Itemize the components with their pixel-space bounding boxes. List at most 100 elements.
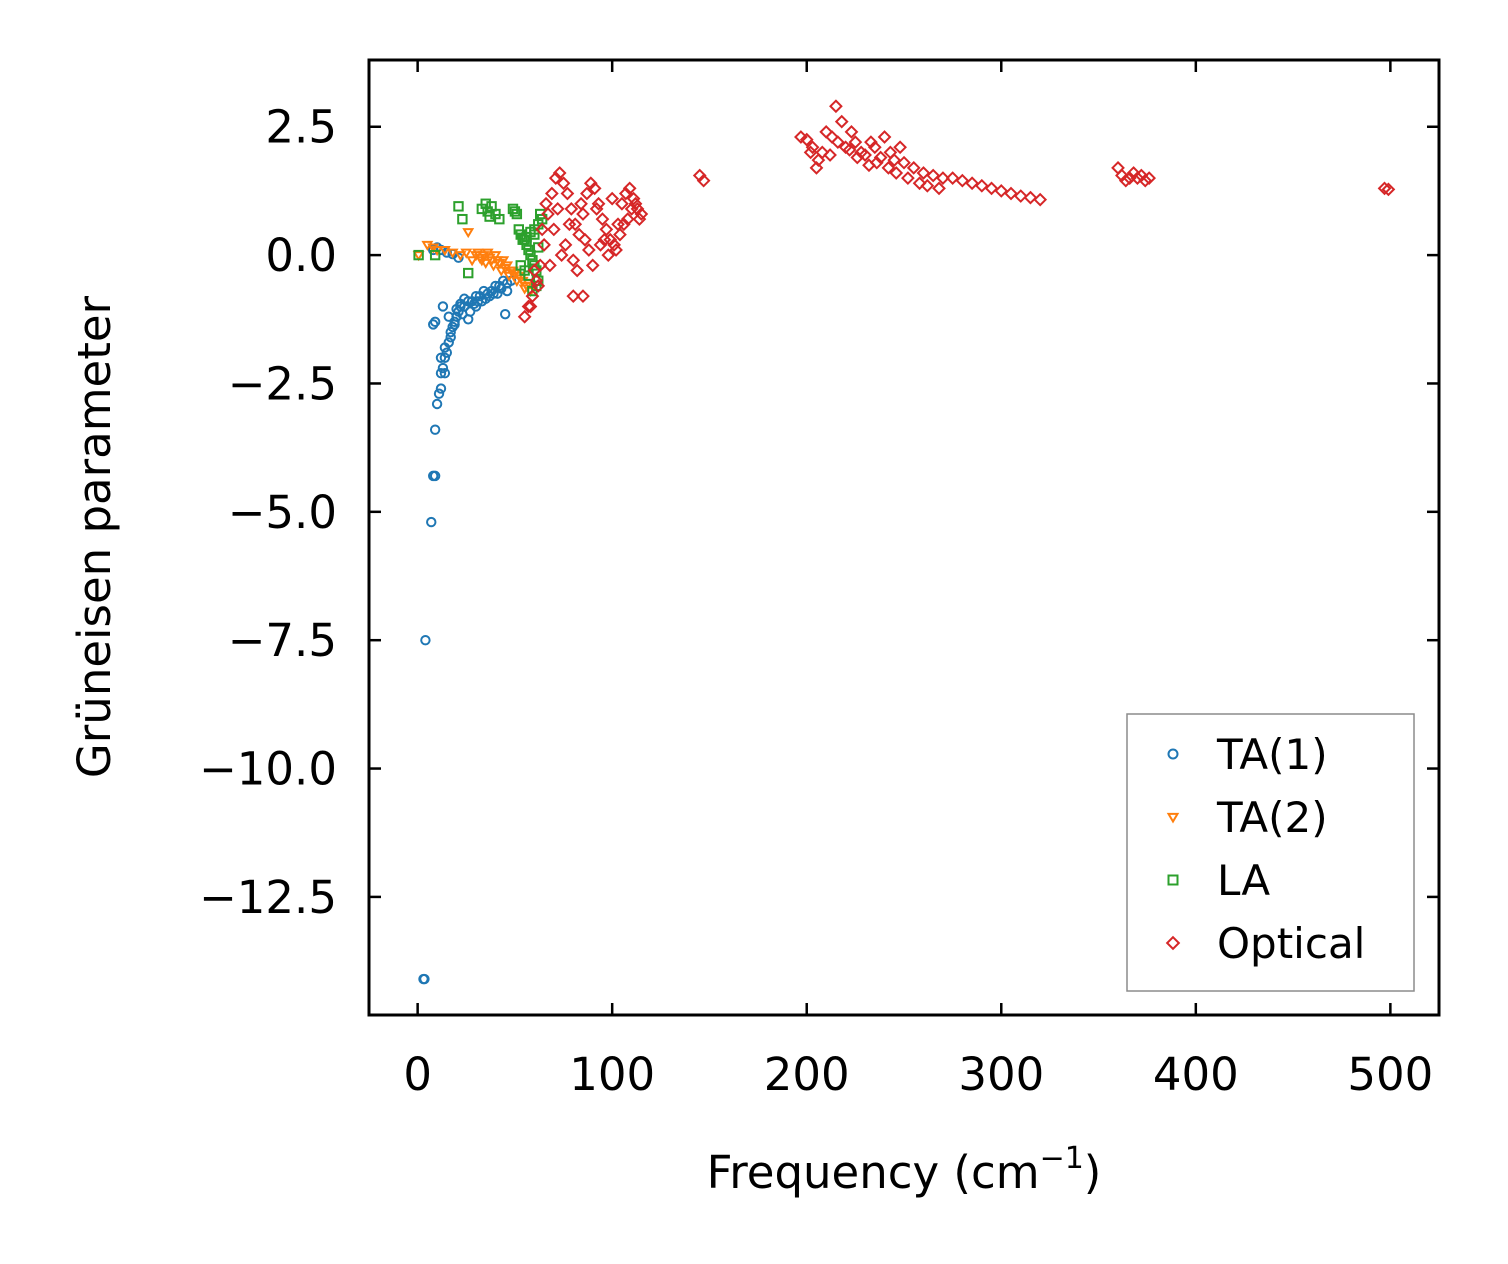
point-optical — [877, 130, 892, 144]
point-ta-1 — [449, 319, 460, 330]
point-optical — [848, 135, 863, 150]
point-optical — [955, 173, 970, 188]
point-ta-2 — [427, 243, 440, 254]
point-optical — [799, 132, 814, 147]
point-la — [515, 260, 526, 271]
point-ta-1 — [445, 332, 456, 343]
point-ta-2 — [471, 248, 484, 259]
point-ta-2 — [475, 256, 488, 267]
point-ta-1 — [437, 362, 449, 374]
y-tick-label: −12.5 — [199, 871, 337, 924]
point-ta-1 — [433, 388, 445, 399]
point-optical — [578, 232, 592, 247]
point-optical — [842, 142, 857, 157]
x-tick-label: 400 — [1153, 1048, 1239, 1101]
point-ta-1 — [492, 288, 503, 299]
point-ta-2 — [507, 266, 519, 277]
y-tick-label: 0.0 — [265, 229, 337, 282]
y-tick-label: −2.5 — [228, 357, 337, 410]
legend-marker-la — [1167, 874, 1179, 886]
point-optical — [548, 171, 563, 185]
point-ta-2 — [479, 258, 492, 269]
point-optical — [916, 166, 931, 180]
point-la — [463, 267, 474, 279]
point-optical — [1138, 173, 1153, 188]
point-ta-1 — [431, 398, 443, 410]
point-optical — [560, 186, 575, 201]
point-optical — [830, 135, 845, 150]
x-tick-label: 500 — [1347, 1048, 1433, 1101]
point-optical — [576, 289, 590, 304]
point-optical — [696, 173, 711, 188]
point-optical — [920, 178, 935, 193]
point-optical — [844, 125, 859, 139]
legend-label-ta-1: TA(1) — [1216, 730, 1328, 779]
point-ta-2 — [487, 261, 500, 272]
legend-label-ta-2: TA(2) — [1216, 793, 1328, 842]
point-optical — [974, 178, 989, 193]
point-optical — [1013, 189, 1028, 203]
plot-area-frame — [367, 58, 1441, 1017]
point-ta-1 — [443, 311, 454, 322]
point-ta-1 — [453, 252, 464, 263]
point-ta-1 — [429, 316, 441, 328]
point-optical — [867, 140, 882, 155]
point-optical — [605, 191, 620, 206]
point-optical — [889, 166, 904, 180]
point-ta-2 — [491, 256, 504, 267]
point-optical — [568, 217, 583, 232]
point-la — [413, 249, 424, 261]
point-la — [453, 201, 464, 212]
point-optical — [881, 160, 896, 175]
legend-marker-optical — [1165, 935, 1181, 951]
point-optical — [984, 181, 999, 196]
point-ta-1 — [445, 326, 456, 338]
legend-marker-ta-2 — [1166, 812, 1180, 824]
point-la — [509, 206, 521, 217]
point-optical — [544, 186, 559, 201]
point-ta-1 — [435, 383, 447, 394]
point-ta-1 — [463, 314, 474, 325]
point-optical — [564, 202, 579, 216]
point-optical — [869, 155, 884, 170]
point-optical — [523, 299, 538, 314]
point-ta-2 — [518, 284, 531, 295]
point-optical — [576, 207, 590, 221]
point-ta-1 — [426, 516, 437, 528]
point-ta-2 — [495, 266, 508, 277]
point-optical — [589, 202, 604, 216]
point-optical — [554, 248, 569, 262]
point-ta-2 — [499, 264, 512, 275]
point-optical — [1130, 171, 1145, 185]
point-optical — [556, 176, 571, 191]
point-optical — [926, 168, 941, 183]
point-ta-2 — [438, 246, 451, 257]
point-optical — [811, 153, 826, 167]
point-optical — [527, 263, 542, 278]
point-ta-1 — [439, 367, 451, 379]
point-optical — [541, 207, 555, 221]
x-axis-ticks: 0 100 200 300 400 500 — [403, 60, 1433, 1101]
point-optical — [945, 171, 960, 185]
point-ta-1 — [439, 352, 451, 363]
point-ta-2 — [466, 256, 479, 267]
point-ta-2 — [503, 271, 516, 282]
point-optical — [829, 99, 843, 114]
y-tick-label: −10.0 — [199, 743, 337, 796]
point-optical — [574, 196, 588, 211]
x-axis-label-close: ) — [1084, 1146, 1102, 1199]
point-optical — [897, 155, 911, 170]
point-optical — [537, 237, 551, 252]
point-optical — [1023, 190, 1038, 205]
point-ta-2 — [483, 253, 496, 264]
point-optical — [622, 181, 637, 196]
point-ta-1 — [437, 301, 449, 312]
point-ta-2 — [462, 228, 475, 239]
point-optical — [912, 176, 927, 191]
point-optical — [539, 196, 553, 211]
point-la — [521, 231, 532, 243]
legend-label-la: LA — [1217, 856, 1270, 905]
point-ta-1 — [439, 342, 451, 353]
point-optical — [936, 171, 950, 185]
